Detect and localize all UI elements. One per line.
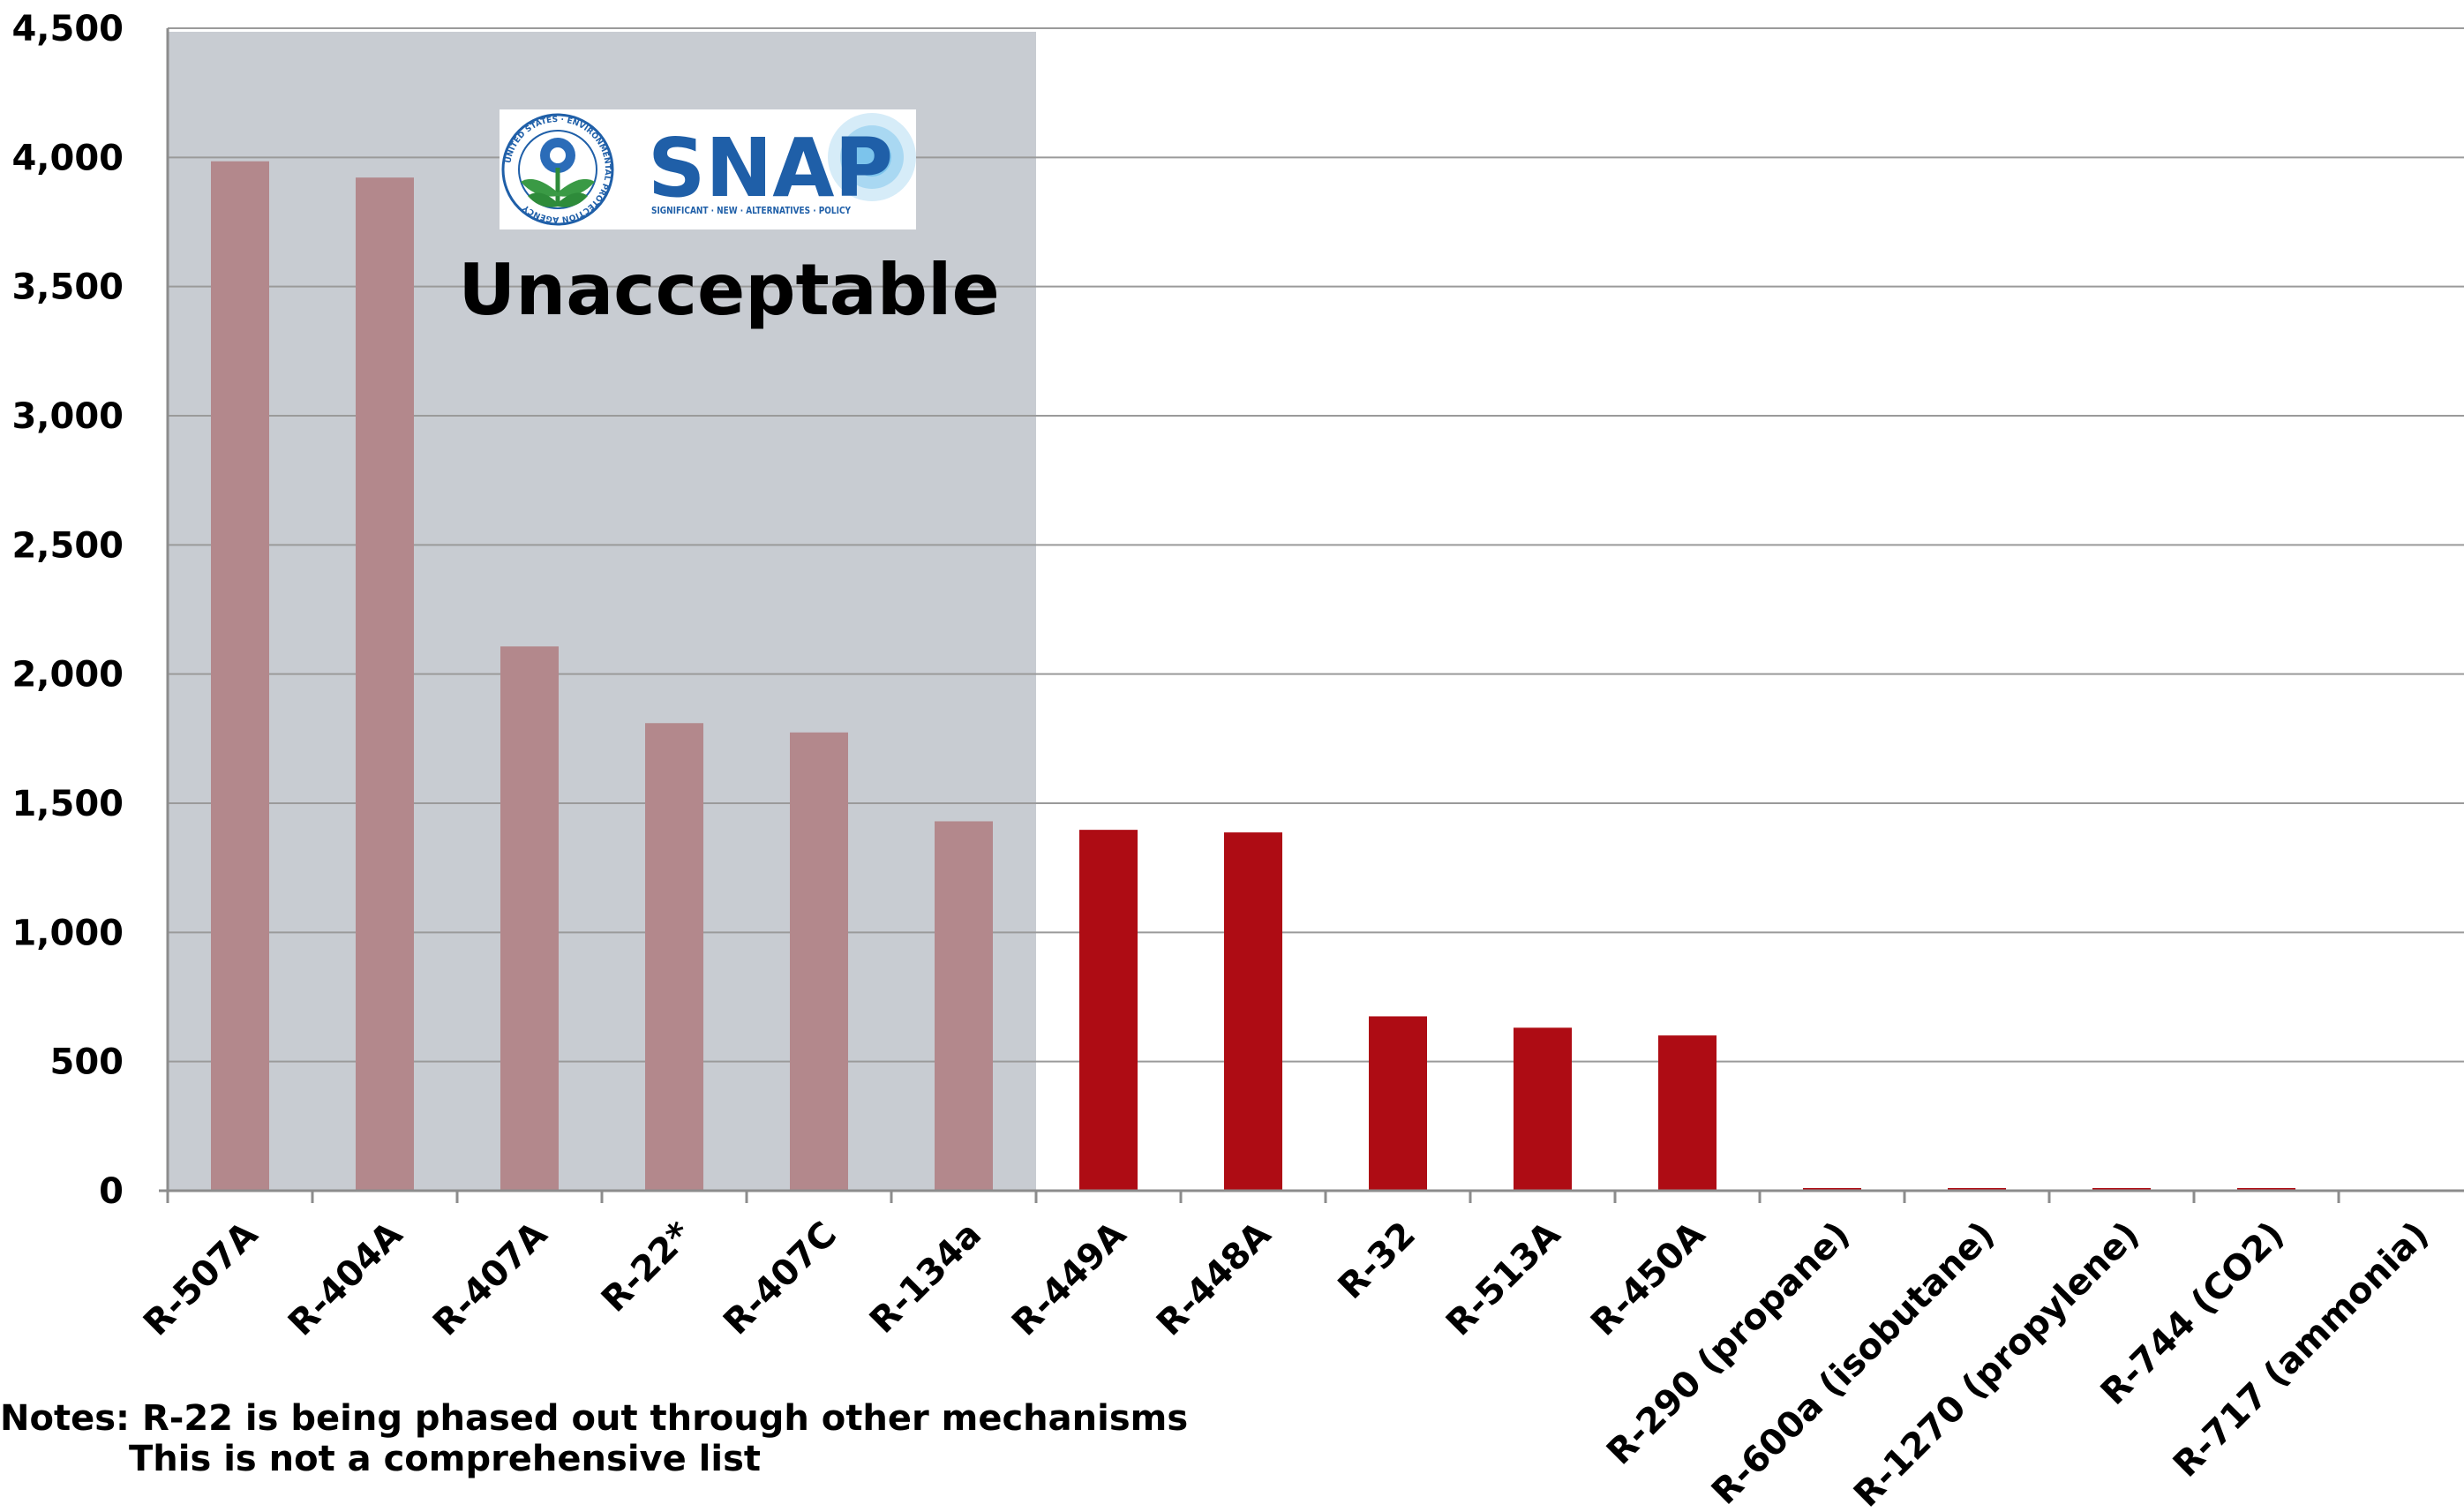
x-tick-label: R-134a <box>862 1215 989 1342</box>
epa-snap-logo: SNAP SIGNIFICANT · NEW · ALTERNATIVES · … <box>500 109 916 229</box>
bar-r-134a <box>935 821 993 1191</box>
x-tick-label: R-32 <box>1331 1215 1424 1307</box>
x-tick-label: R-1270 (propylene) <box>1846 1215 2147 1512</box>
x-tick-label: R-717 (ammonia) <box>2166 1215 2437 1486</box>
bar-r-22 <box>645 723 703 1191</box>
notes-line-2: This is not a comprehensive list <box>129 1439 761 1479</box>
bars <box>211 161 2295 1191</box>
x-tick-label: R-507A <box>136 1215 266 1344</box>
y-tick-label: 4,500 <box>11 9 124 49</box>
x-tick-label: R-407A <box>425 1215 555 1344</box>
bar-r-450a <box>1658 1035 1717 1191</box>
epa-seal-icon <box>501 113 614 226</box>
x-tick-label: R-22* <box>594 1214 700 1320</box>
x-tick-label: R-290 (propane) <box>1599 1215 1858 1473</box>
y-tick-label: 3,000 <box>11 396 124 437</box>
y-tick-label: 4,000 <box>11 138 124 178</box>
y-tick-label: 500 <box>50 1042 124 1083</box>
bar-r-448a <box>1224 832 1282 1191</box>
x-tick-label: R-448A <box>1149 1215 1279 1344</box>
snap-wordmark: SNAP <box>648 121 893 215</box>
y-tick-label: 0 <box>99 1171 124 1212</box>
bar-r-404a <box>356 177 414 1191</box>
bar-r-507a <box>211 161 269 1191</box>
snap-tagline: SIGNIFICANT · NEW · ALTERNATIVES · POLIC… <box>651 205 852 216</box>
x-tick-label: R-450A <box>1583 1215 1713 1344</box>
bar-r-407a <box>500 646 559 1191</box>
y-tick-label: 3,500 <box>11 267 124 308</box>
bar-r-407c <box>790 732 848 1191</box>
y-tick-label: 2,000 <box>11 655 124 696</box>
x-tick-label: R-600a (isobutane) <box>1704 1215 2002 1512</box>
snap-ripple-icon <box>828 113 916 201</box>
x-tick-marks <box>166 1191 2340 1203</box>
y-tick-label: 1,500 <box>11 784 124 824</box>
y-tick-label: 1,000 <box>11 913 124 953</box>
bar-r-513a <box>1514 1027 1572 1191</box>
y-tick-labels: 0 500 1,000 1,500 2,000 2,500 3,000 3,500 4,000 4… <box>11 9 124 1212</box>
bar-r-32 <box>1369 1016 1427 1191</box>
notes-line-1: Notes: R-22 is being phased out through … <box>0 1398 1188 1439</box>
x-tick-label: R-513A <box>1439 1215 1568 1344</box>
x-tick-label: R-449A <box>1004 1215 1134 1344</box>
bar-r-449a <box>1079 830 1138 1191</box>
x-tick-label: R-404A <box>281 1215 410 1344</box>
x-tick-label: R-407C <box>716 1215 845 1343</box>
unacceptable-label: Unacceptable <box>458 249 999 331</box>
y-tick-label: 2,500 <box>11 525 124 566</box>
